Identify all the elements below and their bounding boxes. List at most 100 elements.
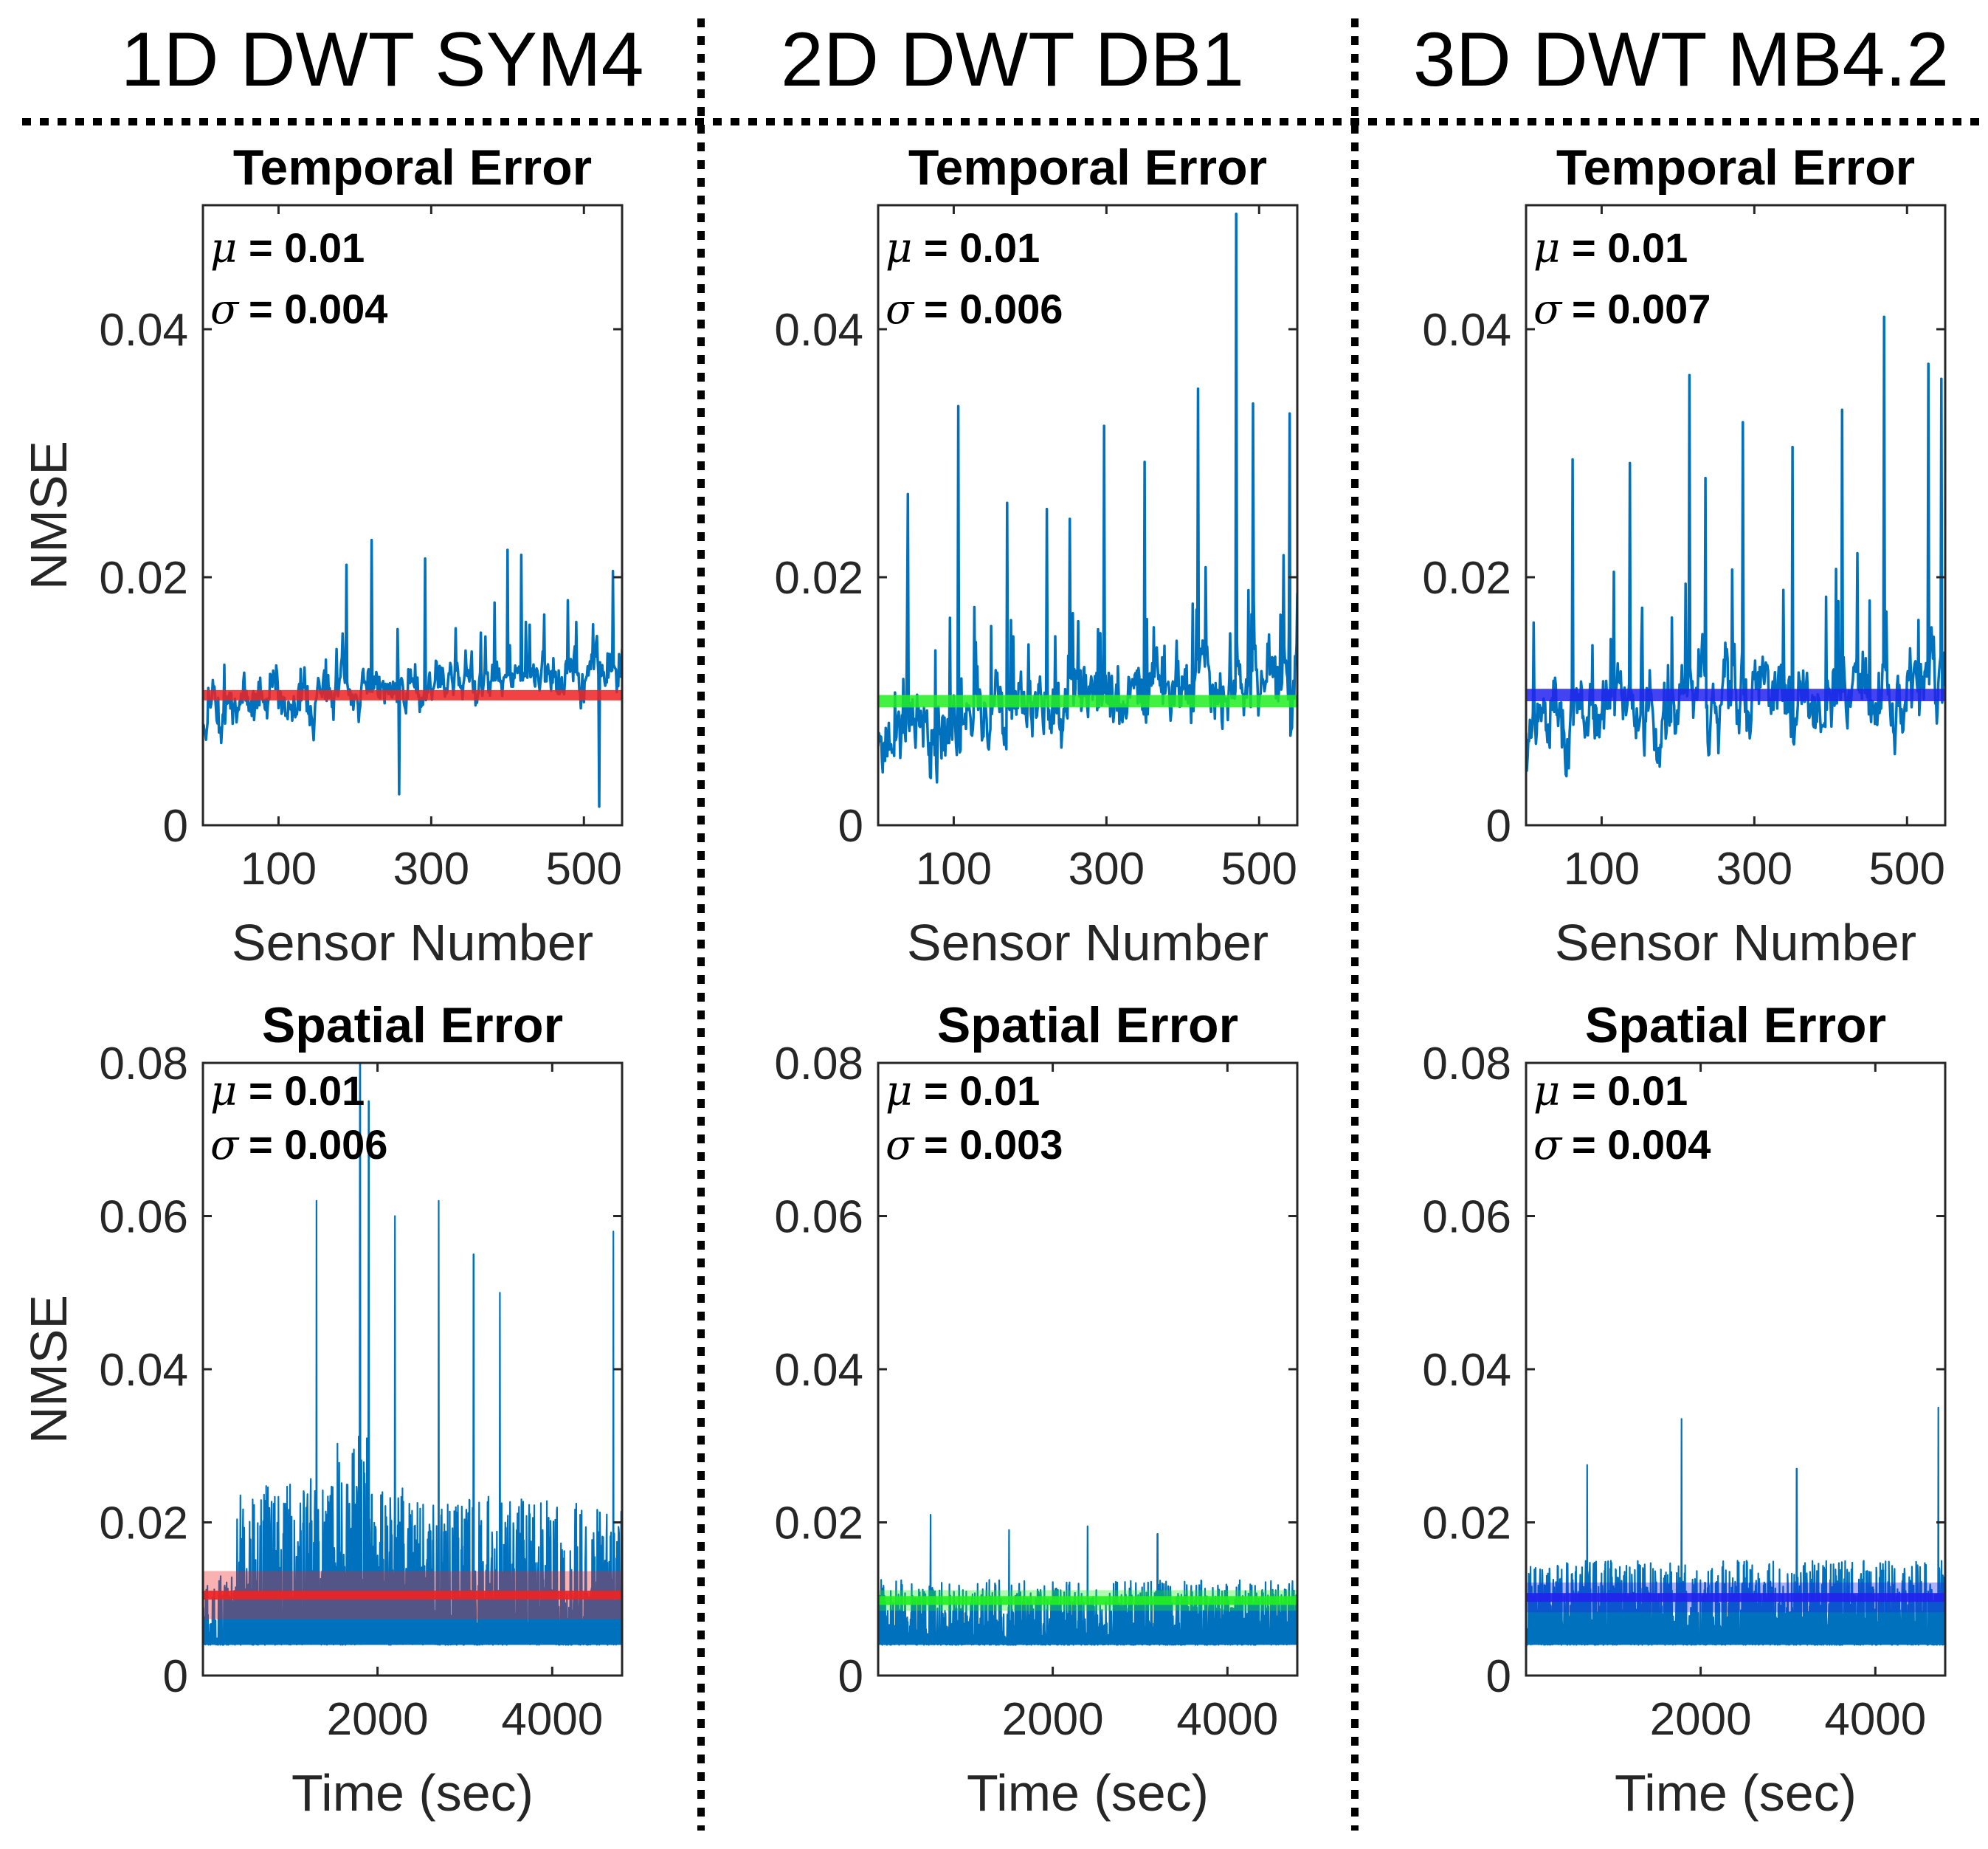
y-tick-label: 0.08: [1422, 1039, 1511, 1089]
y-tick-label: 0.06: [1422, 1192, 1511, 1243]
mu-value: = 0.01: [1572, 1067, 1688, 1114]
y-tick-label: 0.08: [774, 1039, 863, 1089]
mu-value: = 0.01: [924, 224, 1040, 271]
y-tick-label: 0: [838, 801, 863, 852]
x-tick-label: 2000: [327, 1694, 429, 1745]
panel-title: Spatial Error: [937, 997, 1238, 1053]
x-tick-label: 100: [241, 844, 317, 895]
x-tick-label: 100: [1564, 844, 1640, 895]
x-axis-label: Time (sec): [291, 1764, 534, 1822]
y-tick-label: 0.06: [774, 1192, 863, 1243]
sigma-symbol: σ: [210, 1121, 240, 1169]
x-tick-label: 300: [1069, 844, 1145, 895]
y-axis-label: NMSE: [20, 441, 77, 590]
series-line: [1526, 1406, 1945, 1646]
plot-content: [1526, 1406, 1945, 1646]
y-tick-label: 0.02: [99, 1498, 188, 1549]
x-tick-label: 500: [1869, 844, 1945, 895]
panel-spatial-2: 0 0.02 0.04 0.06 0.08 2000 4000 Spatial Error Ti…: [1422, 997, 1947, 1822]
x-tick-label: 4000: [1824, 1694, 1926, 1745]
mu-value: = 0.01: [249, 224, 365, 271]
x-tick-label: 4000: [1176, 1694, 1278, 1745]
panel-temporal-2: 0 0.02 0.04 100 300 500 Temporal Error Sensor N…: [1422, 140, 1947, 971]
sigma-value: = 0.004: [1572, 1121, 1711, 1168]
y-tick-label: 0.04: [1422, 305, 1511, 356]
mu-value: = 0.01: [924, 1067, 1040, 1114]
axes-box: [201, 204, 624, 827]
x-tick-label: 500: [1221, 844, 1297, 895]
mu-value: = 0.01: [249, 1067, 365, 1114]
x-axis-label: Sensor Number: [232, 914, 593, 971]
x-axis-label: Sensor Number: [907, 914, 1269, 971]
panel-title: Spatial Error: [1585, 997, 1886, 1053]
sigma-value: = 0.003: [924, 1121, 1063, 1168]
plot-content: [203, 538, 622, 808]
panel-title: Temporal Error: [233, 140, 592, 196]
x-tick-label: 4000: [501, 1694, 603, 1745]
mu-symbol: μ: [886, 224, 912, 272]
panel-title: Spatial Error: [262, 997, 563, 1053]
y-tick-label: 0.02: [774, 1498, 863, 1549]
x-axis-label: Time (sec): [967, 1764, 1209, 1822]
y-tick-label: 0.04: [774, 1345, 863, 1396]
sigma-symbol: σ: [886, 286, 915, 334]
axes-box: [877, 204, 1299, 827]
sigma-symbol: σ: [886, 1121, 915, 1169]
panel-spatial-0: 0 0.02 0.04 0.06 0.08 2000 4000 Spatial Error Ti…: [20, 997, 624, 1822]
column-title-2d: 2D DWT DB1: [781, 17, 1244, 103]
y-tick-label: 0.04: [1422, 1345, 1511, 1396]
x-axis-label: Time (sec): [1615, 1764, 1857, 1822]
mean-line: [1526, 689, 1945, 701]
x-tick-label: 300: [393, 844, 469, 895]
mean-line: [878, 1596, 1297, 1605]
panel-title: Temporal Error: [1556, 140, 1915, 196]
column-title-3d: 3D DWT MB4.2: [1412, 17, 1950, 103]
panel-title: Temporal Error: [908, 140, 1267, 196]
sigma-value: = 0.007: [1572, 286, 1711, 332]
panel-temporal-1: 0 0.02 0.04 100 300 500 Temporal Error Sensor N…: [774, 140, 1299, 971]
y-tick-label: 0.02: [99, 553, 188, 604]
plot-area: [203, 205, 622, 825]
axes-box: [1525, 204, 1947, 827]
sigma-value: = 0.004: [249, 286, 387, 332]
y-tick-label: 0.04: [774, 305, 863, 356]
series-line: [203, 1063, 622, 1646]
x-tick-label: 500: [546, 844, 622, 895]
series-line: [878, 213, 1297, 784]
plot-content: [878, 213, 1297, 784]
plot-content: [1526, 315, 1945, 778]
x-tick-label: 2000: [1650, 1694, 1752, 1745]
sigma-symbol: σ: [1533, 286, 1563, 334]
mu-value: = 0.01: [1572, 224, 1688, 271]
panel-temporal-0: 0 0.02 0.04 100 300 500 Temporal Error Sensor N…: [20, 140, 624, 971]
mean-line: [878, 695, 1297, 708]
panel-spatial-1: 0 0.02 0.04 0.06 0.08 2000 4000 Spatial Error Ti…: [774, 997, 1299, 1822]
mean-line: [203, 1591, 622, 1600]
x-tick-label: 2000: [1002, 1694, 1104, 1745]
mu-symbol: μ: [886, 1067, 912, 1115]
x-tick-label: 300: [1716, 844, 1792, 895]
y-tick-label: 0: [838, 1651, 863, 1702]
sigma-symbol: σ: [1533, 1121, 1563, 1169]
mu-symbol: μ: [210, 1067, 237, 1115]
y-tick-label: 0: [1486, 801, 1511, 852]
mean-line: [1526, 1593, 1945, 1602]
mu-symbol: μ: [1533, 224, 1560, 272]
plot-content: [203, 1063, 622, 1646]
y-tick-label: 0.04: [99, 305, 188, 356]
y-tick-label: 0.08: [99, 1039, 188, 1089]
y-tick-label: 0.04: [99, 1345, 188, 1396]
y-axis-label: NMSE: [20, 1295, 77, 1444]
y-tick-label: 0: [163, 1651, 188, 1702]
y-tick-label: 0: [1486, 1651, 1511, 1702]
y-tick-label: 0.02: [774, 553, 863, 604]
y-tick-label: 0.06: [99, 1192, 188, 1243]
y-tick-label: 0: [163, 801, 188, 852]
mean-line: [203, 689, 622, 700]
mu-symbol: μ: [1533, 1067, 1560, 1115]
series-line: [203, 538, 622, 808]
sigma-symbol: σ: [210, 286, 240, 334]
y-tick-label: 0.02: [1422, 553, 1511, 604]
mu-symbol: μ: [210, 224, 237, 272]
